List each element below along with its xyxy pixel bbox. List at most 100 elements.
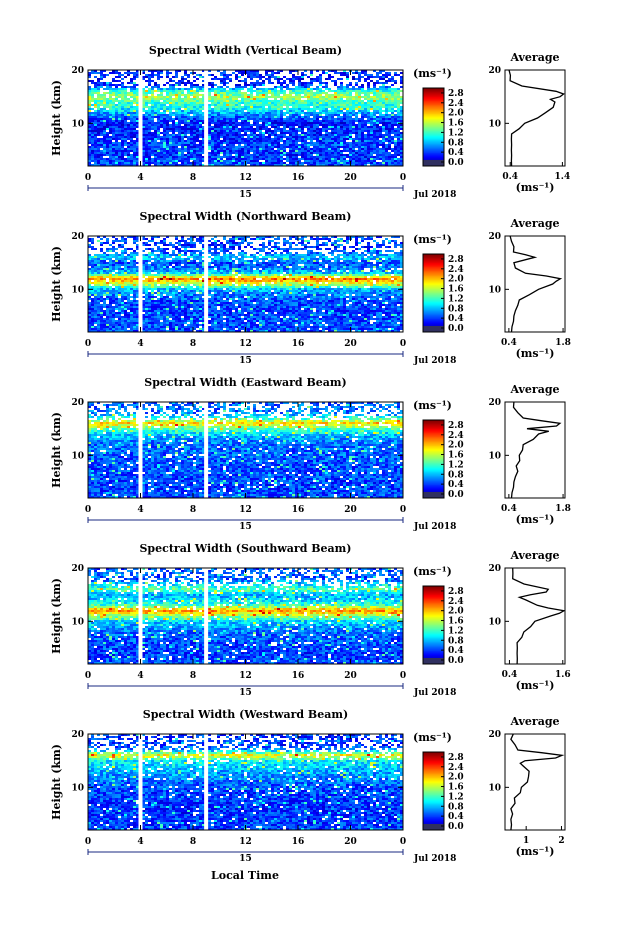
colorbar-floor bbox=[423, 326, 444, 332]
y-tick-label: 20 bbox=[71, 66, 84, 76]
avg-x-tick-label: 1.8 bbox=[555, 338, 571, 348]
day-label: 15 bbox=[239, 854, 252, 864]
day-label: 15 bbox=[239, 356, 252, 366]
colorbar-tick-label: 0.4 bbox=[448, 812, 464, 822]
colorbar-tick-label: 1.6 bbox=[448, 783, 464, 793]
colorbar-tick-label: 2.4 bbox=[448, 431, 464, 441]
average-unit: (ms⁻¹) bbox=[516, 845, 555, 858]
x-tick-label: 8 bbox=[190, 339, 196, 349]
data-gap bbox=[138, 734, 143, 830]
x-tick-label: 0 bbox=[85, 173, 91, 183]
avg-y-tick-label: 10 bbox=[488, 617, 501, 627]
colorbar-tick-label: 2.8 bbox=[448, 89, 464, 99]
x-tick-label: 12 bbox=[239, 339, 252, 349]
colorbar-frame bbox=[422, 751, 445, 831]
heatmap bbox=[88, 734, 403, 830]
x-tick-label: 16 bbox=[292, 173, 305, 183]
colorbar-tick-label: 0.8 bbox=[448, 802, 464, 812]
x-tick-label: 0 bbox=[400, 173, 406, 183]
average-frame bbox=[504, 235, 566, 333]
avg-x-tick-label: 1.4 bbox=[555, 172, 571, 182]
y-axis-label: Height (km) bbox=[50, 80, 63, 156]
data-gap bbox=[204, 236, 209, 332]
avg-y-tick-label: 10 bbox=[488, 285, 501, 295]
y-tick-label: 10 bbox=[71, 285, 84, 295]
colorbar-frame bbox=[422, 253, 445, 333]
heatmap bbox=[88, 236, 403, 332]
x-tick-label: 16 bbox=[292, 671, 305, 681]
average-unit: (ms⁻¹) bbox=[516, 347, 555, 360]
colorbar-tick-label: 1.2 bbox=[448, 792, 464, 802]
data-gap bbox=[138, 402, 143, 498]
colorbar-tick-label: 0.4 bbox=[448, 646, 464, 656]
average-frame bbox=[504, 401, 566, 499]
colorbar-unit: (ms⁻¹) bbox=[413, 67, 452, 80]
average-plot: 20 10 0.4 1.4(ms⁻¹) bbox=[488, 66, 570, 194]
colorbar-tick-label: 0.4 bbox=[448, 148, 464, 158]
avg-y-tick-label: 20 bbox=[488, 564, 501, 574]
average-unit: (ms⁻¹) bbox=[516, 679, 555, 692]
colorbar-floor bbox=[423, 160, 444, 166]
x-tick-label: 20 bbox=[344, 505, 357, 515]
x-tick-label: 16 bbox=[292, 505, 305, 515]
colorbar-tick-label: 2.0 bbox=[448, 109, 464, 119]
avg-x-tick-label: 0.4 bbox=[501, 338, 517, 348]
colorbar-tick-label: 2.0 bbox=[448, 441, 464, 451]
x-tick-label: 0 bbox=[400, 505, 406, 515]
x-tick-label: 4 bbox=[137, 837, 143, 847]
colorbar-tick-label: 1.2 bbox=[448, 128, 464, 138]
x-tick-label: 8 bbox=[190, 505, 196, 515]
avg-x-tick-label: 0.4 bbox=[502, 670, 518, 680]
day-label: 15 bbox=[239, 190, 252, 200]
average-title: Average bbox=[509, 217, 559, 230]
panel-title: Spectral Width (Westward Beam) bbox=[143, 708, 348, 721]
panel-title: Spectral Width (Eastward Beam) bbox=[144, 376, 346, 389]
colorbar-frame bbox=[422, 87, 445, 167]
colorbar-tick-label: 0.8 bbox=[448, 636, 464, 646]
colorbar-unit: (ms⁻¹) bbox=[413, 565, 452, 578]
data-gap bbox=[204, 70, 209, 166]
x-tick-label: 20 bbox=[344, 671, 357, 681]
panel-1: Spectral Width (Vertical Beam) 20 10 Height… bbox=[50, 44, 570, 200]
x-tick-label: 0 bbox=[85, 505, 91, 515]
colorbar-tick-label: 1.6 bbox=[448, 451, 464, 461]
colorbar-tick-label: 2.4 bbox=[448, 265, 464, 275]
date-label: Jul 2018 bbox=[413, 356, 456, 366]
x-tick-label: 12 bbox=[239, 837, 252, 847]
x-tick-label: 12 bbox=[239, 505, 252, 515]
y-tick-label: 20 bbox=[71, 564, 84, 574]
colorbar-tick-label: 2.8 bbox=[448, 587, 464, 597]
x-tick-label: 8 bbox=[190, 173, 196, 183]
panel-title: Spectral Width (Vertical Beam) bbox=[149, 44, 342, 57]
panel-5: Spectral Width (Westward Beam)2010Height… bbox=[50, 708, 566, 864]
colorbar-tick-label: 1.2 bbox=[448, 294, 464, 304]
y-axis-label: Height (km) bbox=[50, 578, 63, 654]
avg-y-tick-label: 20 bbox=[488, 730, 501, 740]
colorbar-floor bbox=[423, 658, 444, 664]
colorbar-tick-label: 1.2 bbox=[448, 460, 464, 470]
average-title: Average bbox=[509, 549, 559, 562]
colorbar-unit: (ms⁻¹) bbox=[413, 233, 452, 246]
y-tick-label: 20 bbox=[71, 398, 84, 408]
colorbar-tick-label: 2.8 bbox=[448, 421, 464, 431]
average-frame bbox=[504, 733, 566, 831]
colorbar-floor bbox=[423, 824, 444, 830]
x-tick-label: 20 bbox=[344, 173, 357, 183]
avg-x-tick-label: 2 bbox=[558, 836, 564, 846]
y-tick-label: 10 bbox=[71, 451, 84, 461]
colorbar-tick-label: 1.6 bbox=[448, 119, 464, 129]
date-label: Jul 2018 bbox=[413, 522, 456, 532]
colorbar-unit: (ms⁻¹) bbox=[413, 399, 452, 412]
average-profile-line bbox=[509, 236, 563, 332]
average-unit: (ms⁻¹) bbox=[516, 513, 555, 526]
y-tick-label: 20 bbox=[71, 232, 84, 242]
average-title: Average bbox=[509, 715, 559, 728]
colorbar-tick-label: 0.0 bbox=[448, 822, 464, 832]
y-axis-label: Height (km) bbox=[50, 744, 63, 820]
colorbar-tick-label: 2.4 bbox=[448, 99, 464, 109]
colorbar-frame bbox=[422, 419, 445, 499]
average-profile-line bbox=[510, 734, 565, 830]
colorbar-tick-label: 1.2 bbox=[448, 626, 464, 636]
y-tick-label: 10 bbox=[71, 617, 84, 627]
y-tick-label: 20 bbox=[71, 730, 84, 740]
